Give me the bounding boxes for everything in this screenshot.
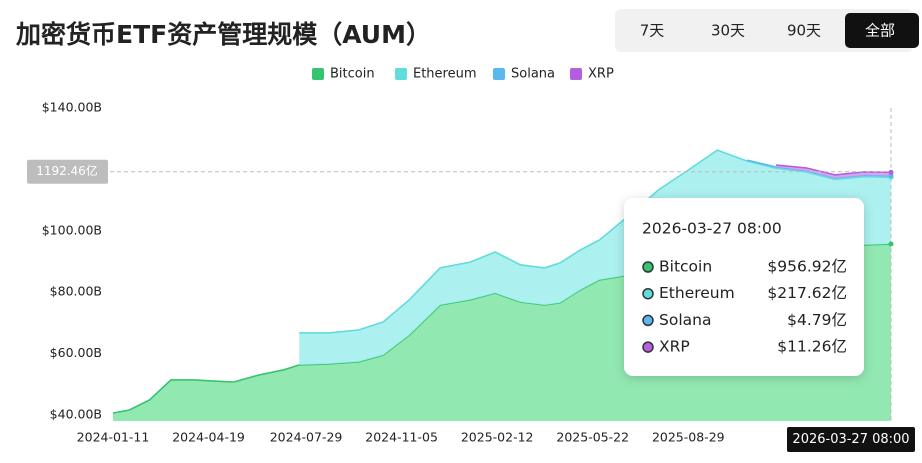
tooltip-dot — [642, 261, 654, 273]
range-tab[interactable]: 全部 — [865, 22, 895, 40]
tooltip-value: $956.92亿 — [767, 258, 847, 276]
tooltip-dot — [642, 314, 654, 327]
range-tab[interactable]: 90天 — [787, 22, 821, 40]
crosshair-x-box — [787, 427, 915, 452]
chart-title: 加密货币ETF资产管理规模（AUM） — [15, 20, 431, 49]
x-tick-label: 2024-11-05 — [365, 430, 438, 445]
hover-dot — [888, 173, 894, 179]
x-tick-label: 2024-07-29 — [270, 430, 343, 445]
legend-swatch — [395, 68, 407, 80]
tab-active-bg — [845, 13, 919, 48]
legend-swatch — [570, 68, 582, 80]
tooltip — [624, 198, 864, 376]
tooltip-dot — [642, 341, 654, 353]
tab-bar — [615, 9, 913, 52]
y-tick-label: $100.00B — [42, 222, 102, 237]
tooltip-value: $4.79亿 — [787, 311, 847, 329]
y-tick-label: $140.00B — [42, 100, 102, 115]
tooltip-name: Bitcoin — [659, 258, 712, 276]
tooltip-title: 2026-03-27 08:00 — [642, 220, 782, 238]
tooltip-name: Solana — [659, 311, 711, 329]
legend-label: Bitcoin — [330, 67, 375, 82]
tooltip-dot — [642, 287, 654, 300]
y-tick-label: $60.00B — [50, 345, 102, 360]
hover-dot — [888, 169, 894, 175]
x-tick-label: 2024-04-19 — [172, 430, 245, 445]
crosshair-y-label: 1192.46亿 — [36, 163, 98, 178]
tooltip-name: XRP — [659, 338, 690, 356]
x-tick-label: 2025-02-12 — [461, 430, 534, 445]
crosshair-y-box — [27, 159, 108, 184]
range-tab[interactable]: 7天 — [640, 22, 665, 40]
legend-swatch — [493, 68, 505, 80]
y-tick-label: $80.00B — [50, 284, 102, 299]
tooltip-name: Ethereum — [659, 284, 735, 302]
crosshair-x-label: 2026-03-27 08:00 — [792, 432, 909, 447]
x-tick-label: 2024-01-11 — [77, 430, 150, 445]
y-tick-label: $40.00B — [50, 406, 102, 421]
legend-swatch — [312, 68, 324, 80]
legend-label: XRP — [588, 67, 614, 82]
x-tick-label: 2025-05-22 — [556, 430, 629, 445]
x-tick-label: 2025-08-29 — [652, 430, 725, 445]
tooltip-value: $11.26亿 — [777, 338, 847, 356]
tooltip-value: $217.62亿 — [767, 284, 847, 302]
legend-label: Solana — [511, 67, 555, 82]
range-tab[interactable]: 30天 — [711, 22, 745, 40]
legend-label: Ethereum — [413, 67, 477, 82]
hover-dot — [888, 241, 894, 247]
